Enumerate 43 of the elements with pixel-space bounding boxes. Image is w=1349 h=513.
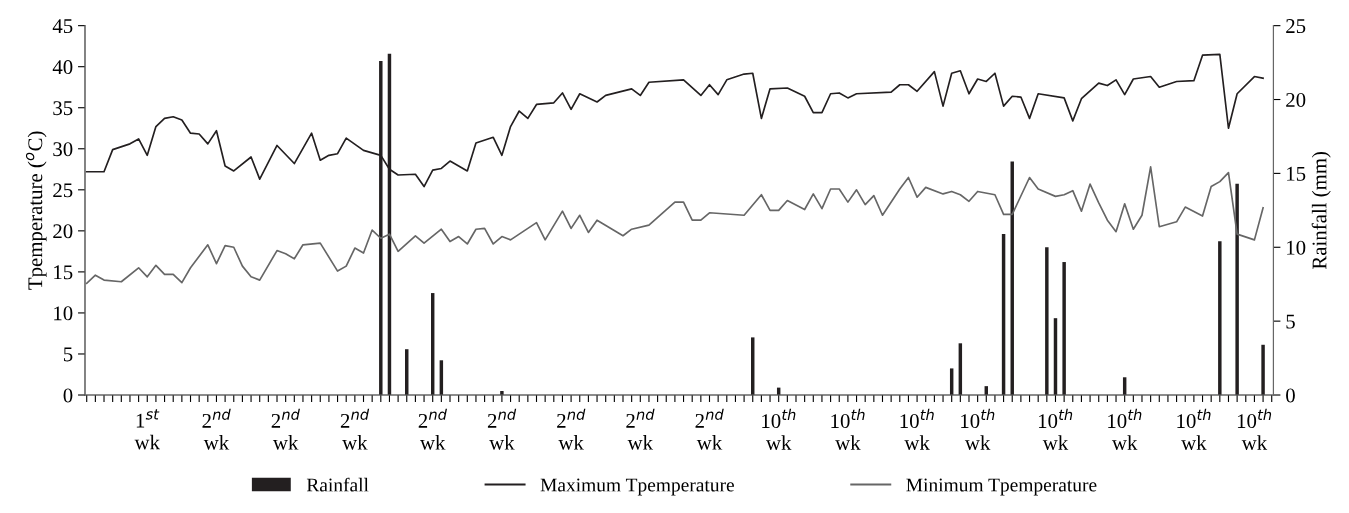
bar bbox=[1261, 344, 1265, 396]
x-tick-label: 10$^{th}$ wk bbox=[1038, 408, 1073, 450]
x-tick-label: 2$^{nd}$ wk bbox=[418, 408, 447, 450]
x-tick-label: 2$^{nd}$ wk bbox=[487, 408, 517, 450]
bar bbox=[1235, 183, 1239, 396]
x-tick-label: 10$^{th}$ wk bbox=[1177, 408, 1211, 450]
x-tick-label: 10$^{th}$ wk bbox=[1108, 408, 1142, 450]
x-tick-label: 2$^{nd}$ wk bbox=[626, 408, 655, 450]
x-tick-label: 2$^{nd}$ wk bbox=[557, 408, 586, 450]
y-tick-label: 20 bbox=[53, 224, 73, 239]
x-tick-label: 10$^{th}$ wk bbox=[1237, 408, 1272, 450]
y-tick-label: 15 bbox=[54, 265, 73, 280]
x-tick-label: 2$^{nd}$ wk bbox=[271, 408, 300, 450]
y-axis-title: Tpemperature ($^{o}$C) bbox=[25, 131, 47, 290]
x-tick-label: 10$^{th}$ wk bbox=[762, 408, 796, 450]
y-tick-label: 45 bbox=[52, 19, 73, 34]
x-tick-label: 1$^{st}$ wk bbox=[134, 409, 160, 450]
x-tick-label: 10$^{th}$ wk bbox=[961, 408, 995, 450]
legend-label: Rainfall bbox=[306, 477, 369, 492]
bar bbox=[1062, 262, 1066, 396]
legend-label: Maximum Tpemperature bbox=[540, 478, 734, 496]
y-tick-label: 30 bbox=[53, 142, 73, 157]
y2-tick-label: 5 bbox=[1286, 314, 1295, 329]
legend-label: Minimum Tpemperature bbox=[906, 478, 1097, 496]
bar bbox=[1045, 247, 1049, 396]
y-tick-label: 10 bbox=[54, 306, 73, 321]
y2-tick-label: 0 bbox=[1286, 388, 1295, 403]
y2-tick-label: 10 bbox=[1287, 240, 1306, 255]
y-tick-label: 5 bbox=[63, 347, 73, 362]
y-tick-label: 35 bbox=[53, 101, 73, 116]
y2-tick-label: 15 bbox=[1287, 166, 1306, 181]
bar bbox=[1218, 241, 1222, 396]
x-tick-label: 10$^{th}$ wk bbox=[900, 408, 934, 450]
x-tick-label: 2$^{nd}$ wk bbox=[202, 408, 231, 450]
y-tick-label: 0 bbox=[63, 388, 73, 403]
y-tick-label: 25 bbox=[53, 183, 73, 198]
y2-tick-label: 25 bbox=[1286, 19, 1306, 34]
x-tick-label: 2$^{nd}$ wk bbox=[340, 408, 370, 450]
y2-axis-title: Rainfall (mm) bbox=[1311, 151, 1331, 270]
y-tick-label: 40 bbox=[52, 60, 73, 75]
x-tick-label: 10$^{th}$ wk bbox=[831, 408, 865, 450]
y2-tick-label: 20 bbox=[1286, 92, 1306, 107]
x-tick-label: 2$^{nd}$ wk bbox=[695, 408, 724, 450]
